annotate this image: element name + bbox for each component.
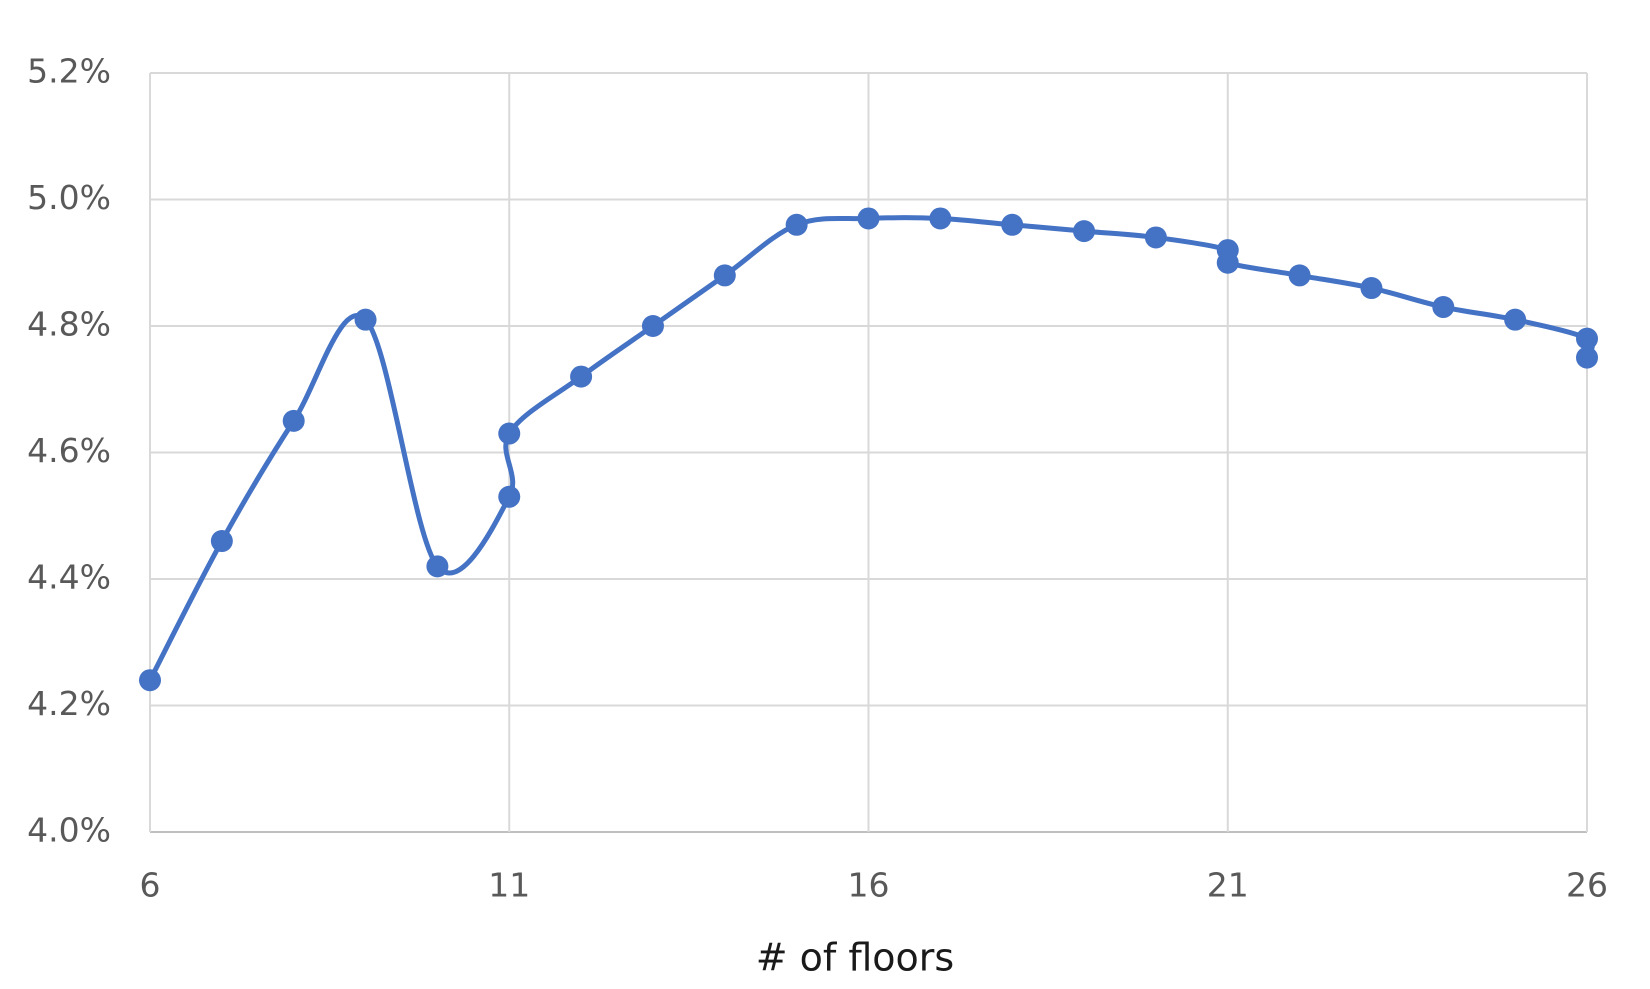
x-axis-label: # of floors	[756, 936, 954, 980]
x-tick-label: 21	[1207, 866, 1249, 905]
data-point	[641, 315, 664, 337]
data-point	[1001, 213, 1024, 236]
y-tick-label: 4.4%	[27, 558, 111, 597]
data-point	[1576, 327, 1598, 350]
x-tick-label: 6	[140, 866, 161, 905]
data-point	[857, 207, 880, 230]
data-point	[1073, 220, 1096, 243]
data-point	[210, 530, 233, 553]
data-point	[498, 485, 521, 508]
data-point	[426, 555, 449, 578]
data-point	[713, 264, 736, 287]
data-point	[785, 213, 808, 236]
y-tick-label: 4.2%	[27, 684, 111, 723]
x-tick-label: 16	[848, 866, 890, 905]
y-tick-label: 4.6%	[27, 431, 111, 470]
data-point	[570, 365, 593, 388]
x-tick-label: 26	[1566, 866, 1608, 905]
data-point	[1504, 308, 1527, 331]
data-point	[1144, 226, 1167, 249]
data-point	[1216, 251, 1239, 274]
x-tick-label: 11	[488, 866, 530, 905]
y-tick-label: 4.8%	[27, 305, 111, 344]
y-tick-label: 5.2%	[27, 52, 111, 91]
data-point	[1288, 264, 1311, 287]
data-point	[929, 207, 952, 230]
y-tick-label: 4.0%	[27, 811, 111, 850]
data-point	[282, 409, 305, 432]
data-point	[1432, 296, 1455, 319]
data-point	[139, 669, 161, 692]
data-point	[1576, 346, 1598, 369]
data-point	[498, 422, 521, 445]
data-point	[354, 308, 377, 331]
y-tick-label: 5.0%	[27, 178, 111, 217]
data-point	[1360, 277, 1383, 300]
